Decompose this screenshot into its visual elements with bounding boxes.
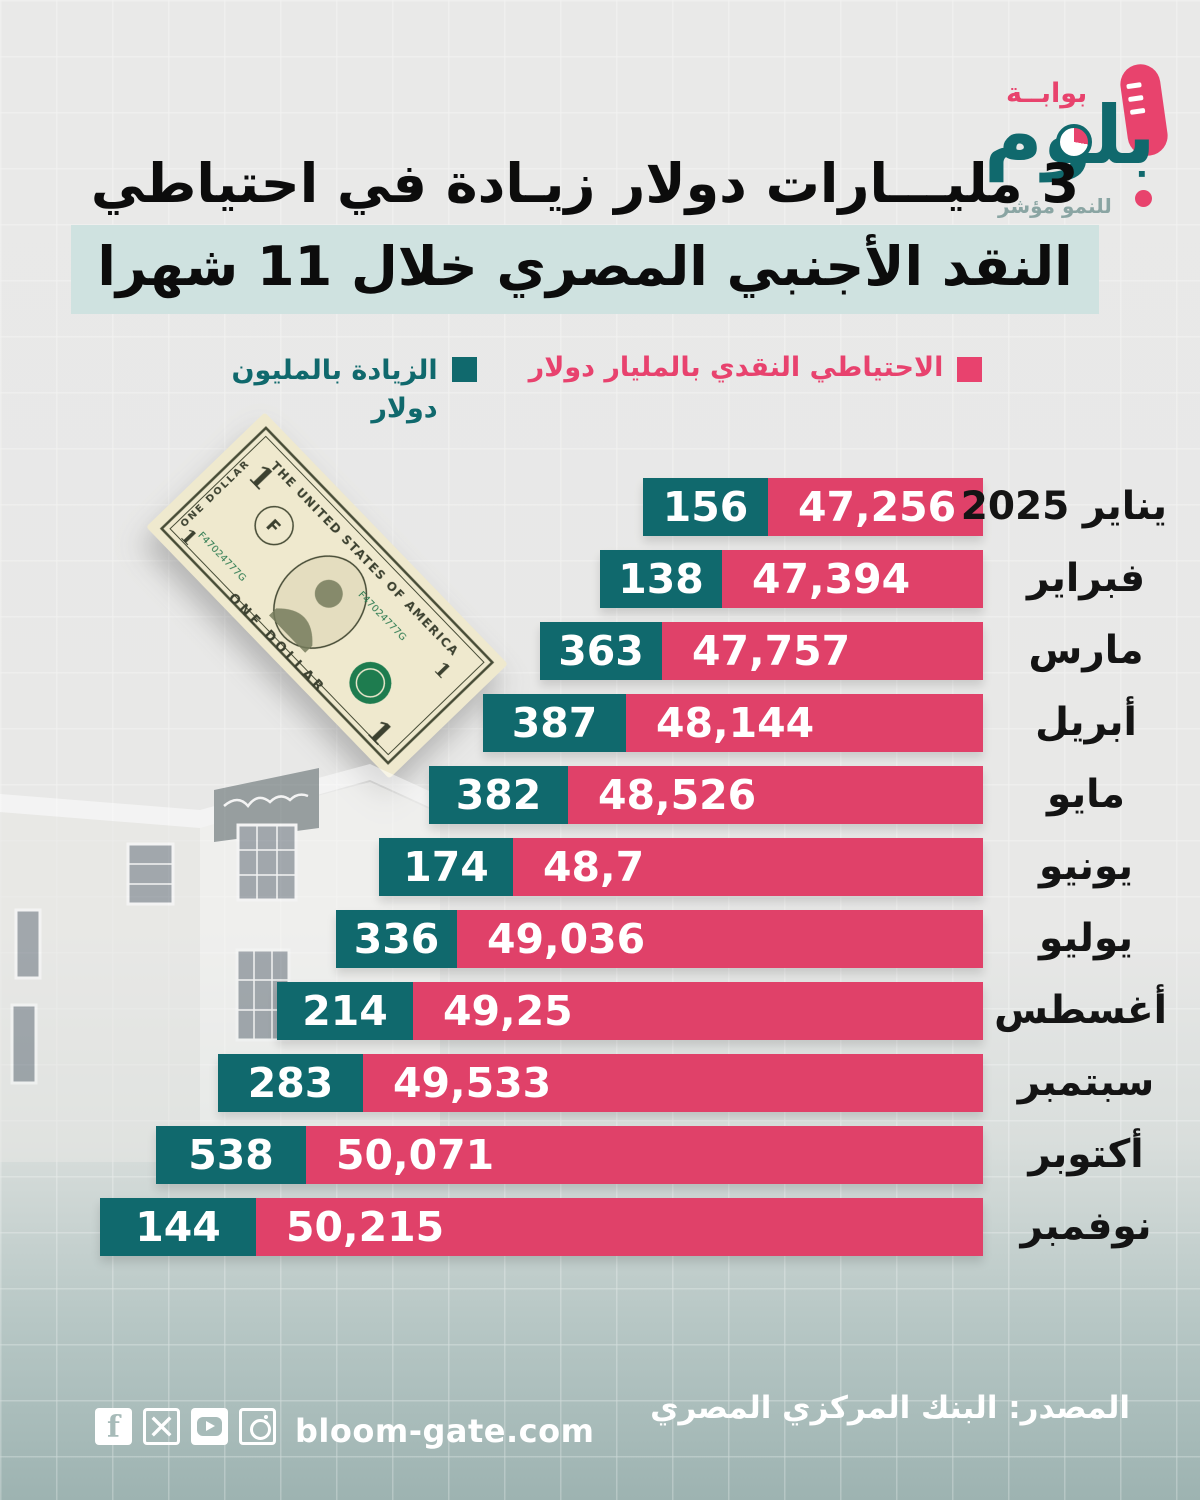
chart-row: 363 47,757 مارس — [0, 622, 1200, 680]
month-label: فبراير — [1027, 556, 1145, 601]
month-label: مارس — [1028, 628, 1144, 673]
reserve-bar-segment: 47,256 — [768, 478, 983, 536]
month-label: أغسطس — [994, 988, 1167, 1033]
source-note: المصدر: البنك المركزي المصري — [650, 1390, 1130, 1426]
bar: 387 48,144 — [483, 694, 983, 752]
reserve-bar-segment: 47,394 — [722, 550, 983, 608]
increase-bar-segment: 214 — [277, 982, 413, 1040]
pie-chart-icon — [1056, 124, 1092, 160]
increase-bar-segment: 382 — [429, 766, 568, 824]
bar: 382 48,526 — [429, 766, 983, 824]
reserve-bar-segment: 49,533 — [363, 1054, 983, 1112]
legend-item-increase: الزيادة بالمليون دولار — [188, 352, 477, 428]
increase-bar-segment: 156 — [643, 478, 768, 536]
chart-row: 283 49,533 سبتمبر — [0, 1054, 1200, 1112]
chart-row: 538 50,071 أكتوبر — [0, 1126, 1200, 1184]
title-line-2: النقد الأجنبي المصري خلال 11 شهرا — [71, 224, 1099, 315]
month-label: أكتوبر — [1028, 1132, 1144, 1177]
microphone-stand-dot — [1135, 190, 1152, 207]
reserve-bar-segment: 48,526 — [568, 766, 983, 824]
bloom-gate-logo: بوابــة بلوم للنمو مؤشر — [984, 61, 1171, 247]
bar: 283 49,533 — [218, 1054, 983, 1112]
chart-row: 336 49,036 يوليو — [0, 910, 1200, 968]
month-label: سبتمبر — [1017, 1060, 1155, 1105]
x-twitter-icon[interactable] — [143, 1408, 180, 1445]
bar: 363 47,757 — [540, 622, 983, 680]
month-label: أبريل — [1035, 700, 1137, 745]
increase-bar-segment: 538 — [156, 1126, 306, 1184]
month-label: مايو — [1047, 772, 1125, 817]
chart-row: 174 48,7 يونيو — [0, 838, 1200, 896]
chart-row: 138 47,394 فبراير — [0, 550, 1200, 608]
increase-bar-segment: 363 — [540, 622, 662, 680]
chart-legend: الاحتياطي النقدي بالمليار دولار الزيادة … — [0, 352, 1170, 428]
reserve-bar-segment: 50,071 — [306, 1126, 983, 1184]
facebook-icon[interactable]: f — [95, 1408, 132, 1445]
chart-row: 214 49,25 أغسطس — [0, 982, 1200, 1040]
reserve-bar-segment: 50,215 — [256, 1198, 983, 1256]
increase-legend-label: الزيادة بالمليون دولار — [231, 355, 438, 424]
bar: 336 49,036 — [336, 910, 983, 968]
website-link[interactable]: bloom-gate.com — [295, 1412, 595, 1450]
increase-bar-segment: 283 — [218, 1054, 363, 1112]
social-icons: f — [95, 1408, 276, 1445]
reserve-bar-segment: 47,757 — [662, 622, 983, 680]
reserve-legend-swatch — [957, 357, 983, 382]
month-label: يوليو — [1038, 916, 1134, 961]
logo-gate-word: بوابــة — [1006, 78, 1088, 109]
increase-bar-segment: 144 — [100, 1198, 256, 1256]
increase-bar-segment: 174 — [379, 838, 513, 896]
increase-legend-swatch — [451, 357, 477, 382]
chart-row: 144 50,215 نوفمبر — [0, 1198, 1200, 1256]
bar: 538 50,071 — [156, 1126, 983, 1184]
reserve-bar-segment: 49,036 — [457, 910, 983, 968]
chart-row: 156 47,256 يناير 2025 — [0, 478, 1200, 536]
title-block: 3 مليـــارات دولار زيـادة في احتياطي الن… — [0, 148, 1170, 315]
increase-bar-segment: 336 — [336, 910, 457, 968]
bar: 144 50,215 — [100, 1198, 983, 1256]
bar: 174 48,7 — [379, 838, 983, 896]
reserve-bar-segment: 48,144 — [626, 694, 983, 752]
chart-row: 382 48,526 مايو — [0, 766, 1200, 824]
month-label: نوفمبر — [1020, 1204, 1152, 1249]
legend-item-reserve: الاحتياطي النقدي بالمليار دولار — [529, 352, 983, 383]
reserve-legend-label: الاحتياطي النقدي بالمليار دولار — [528, 352, 944, 383]
reserve-bar-segment: 48,7 — [513, 838, 983, 896]
month-label: يونيو — [1038, 844, 1134, 889]
bar: 138 47,394 — [600, 550, 983, 608]
dollar-bill-illustration: THE UNITED STATES OF AMERICA F F47024777… — [146, 412, 508, 778]
reserve-bar-segment: 49,25 — [413, 982, 983, 1040]
bar: 156 47,256 — [643, 478, 983, 536]
youtube-icon[interactable] — [191, 1408, 228, 1445]
increase-bar-segment: 138 — [600, 550, 722, 608]
chart-row: 387 48,144 أبريل — [0, 694, 1200, 752]
instagram-icon[interactable] — [239, 1408, 276, 1445]
month-label: يناير 2025 — [960, 484, 1167, 529]
logo-tagline: للنمو مؤشر — [998, 194, 1112, 218]
increase-bar-segment: 387 — [483, 694, 626, 752]
bar: 214 49,25 — [277, 982, 983, 1040]
title-line-1: 3 مليـــارات دولار زيـادة في احتياطي — [90, 152, 1080, 215]
